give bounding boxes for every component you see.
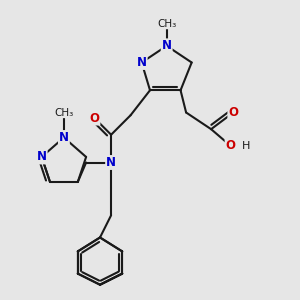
Text: H: H [242,141,250,151]
Text: N: N [137,56,147,69]
Text: N: N [106,156,116,169]
Text: N: N [162,39,172,52]
Text: O: O [226,139,236,152]
Text: N: N [37,150,47,164]
Text: O: O [228,106,238,119]
Text: O: O [89,112,99,124]
Text: CH₃: CH₃ [157,19,176,28]
Text: CH₃: CH₃ [54,107,74,118]
Text: N: N [59,131,69,144]
